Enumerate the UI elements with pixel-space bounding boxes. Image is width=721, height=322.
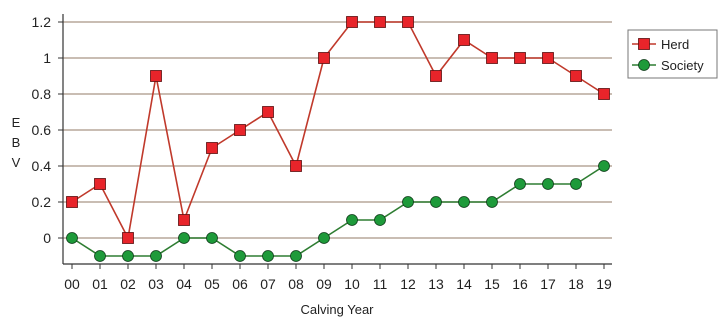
x-tick-label: 11	[373, 276, 388, 292]
data-point-herd	[94, 178, 106, 190]
x-tick-label: 00	[64, 276, 80, 292]
data-point-society	[598, 160, 610, 172]
legend-label-herd: Herd	[661, 37, 689, 52]
data-point-society	[94, 250, 106, 262]
data-point-society	[178, 232, 190, 244]
x-tick-label: 07	[260, 276, 276, 292]
data-point-herd	[318, 52, 330, 64]
data-point-society	[346, 214, 358, 226]
data-point-society	[430, 196, 442, 208]
data-point-herd	[374, 16, 386, 28]
x-tick-label: 06	[232, 276, 248, 292]
data-point-society	[150, 250, 162, 262]
data-point-society	[458, 196, 470, 208]
legend-marker-society	[638, 59, 650, 71]
data-point-herd	[486, 52, 498, 64]
x-tick-label: 12	[400, 276, 416, 292]
y-tick-label: 0.4	[32, 158, 52, 174]
y-tick-label: 0	[43, 230, 51, 246]
y-tick-label: 1	[43, 50, 51, 66]
data-point-herd	[262, 106, 274, 118]
data-point-herd	[570, 70, 582, 82]
grid	[63, 21, 612, 239]
data-point-society	[402, 196, 414, 208]
series-herd	[66, 16, 610, 244]
data-point-society	[570, 178, 582, 190]
series-society	[66, 160, 610, 262]
x-tick-label: 19	[596, 276, 612, 292]
data-point-society	[262, 250, 274, 262]
data-point-herd	[178, 214, 190, 226]
y-tick-label: 0.6	[32, 122, 52, 138]
legend: Herd Society	[627, 29, 718, 79]
series-line-society	[71, 165, 605, 257]
data-point-herd	[122, 232, 134, 244]
data-point-society	[486, 196, 498, 208]
data-point-herd	[234, 124, 246, 136]
data-point-society	[374, 214, 386, 226]
series-layer	[66, 16, 610, 262]
data-point-herd	[346, 16, 358, 28]
data-point-herd	[458, 34, 470, 46]
y-axis-title: EBV	[12, 115, 21, 170]
data-point-society	[122, 250, 134, 262]
x-tick-label: 05	[204, 276, 220, 292]
x-tick-label: 15	[484, 276, 500, 292]
x-tick-label: 08	[288, 276, 304, 292]
data-point-society	[514, 178, 526, 190]
y-tick-label: 0.2	[32, 194, 52, 210]
y-axis-title-letter: B	[12, 135, 21, 150]
x-tick-label: 16	[512, 276, 528, 292]
y-tick-label: 1.2	[32, 14, 52, 30]
x-tick-label: 09	[316, 276, 332, 292]
legend-label-society: Society	[661, 58, 704, 73]
data-point-herd	[514, 52, 526, 64]
x-tick-label: 01	[92, 276, 108, 292]
x-axis-title: Calving Year	[301, 302, 375, 317]
x-tick-label: 14	[456, 276, 472, 292]
legend-marker-herd	[638, 38, 650, 50]
data-point-herd	[290, 160, 302, 172]
data-point-society	[290, 250, 302, 262]
ticks: 0 0.2 0.4 0.6 0.8 1 1.2 00 01 02 03 04 05 06 07 08 09 10 1…	[32, 14, 612, 292]
x-tick-label: 13	[428, 276, 444, 292]
x-tick-label: 04	[176, 276, 192, 292]
x-tick-label: 02	[120, 276, 136, 292]
data-point-herd	[598, 88, 610, 100]
x-tick-label: 18	[568, 276, 584, 292]
x-tick-label: 03	[148, 276, 164, 292]
data-point-herd	[542, 52, 554, 64]
x-tick-label: 17	[540, 276, 556, 292]
data-point-society	[66, 232, 78, 244]
data-point-herd	[150, 70, 162, 82]
data-point-society	[318, 232, 330, 244]
x-tick-label: 10	[344, 276, 360, 292]
data-point-society	[542, 178, 554, 190]
data-point-herd	[402, 16, 414, 28]
data-point-herd	[66, 196, 78, 208]
data-point-society	[206, 232, 218, 244]
data-point-herd	[430, 70, 442, 82]
data-point-herd	[206, 142, 218, 154]
y-axis-title-letter: V	[12, 155, 21, 170]
y-axis-title-letter: E	[12, 115, 21, 130]
y-tick-label: 0.8	[32, 86, 52, 102]
data-point-society	[234, 250, 246, 262]
